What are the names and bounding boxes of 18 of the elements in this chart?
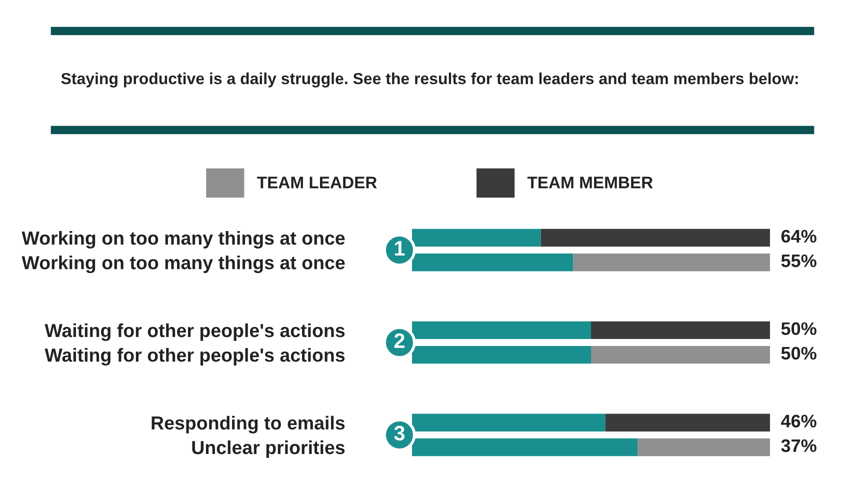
data-label: 55% [781,254,816,268]
data-label: 50% [781,346,816,360]
data-label: 46% [781,414,816,428]
data-label: 50% [781,322,816,336]
text: 1 [394,241,405,256]
legend-label: TEAM LEADER [257,176,377,188]
chart-subtitle: Staying productive is a daily struggle. See the results for team leaders and team members below: [61,72,798,88]
legend-label: TEAM MEMBER [527,176,653,188]
y-tick-label: Waiting for other people's actions [44,323,345,341]
text: 3 [394,426,405,441]
data-label: 37% [781,439,816,452]
y-tick-label: Working on too many things at once [22,230,345,249]
y-tick-label: Waiting for other people's actions [44,348,345,366]
y-tick-label: Responding to emails [152,416,345,434]
data-label: 64% [781,230,816,243]
y-tick-label: Unclear priorities [192,440,345,458]
y-tick-label: Working on too many things at once [22,256,345,274]
text: 2 [394,333,404,348]
